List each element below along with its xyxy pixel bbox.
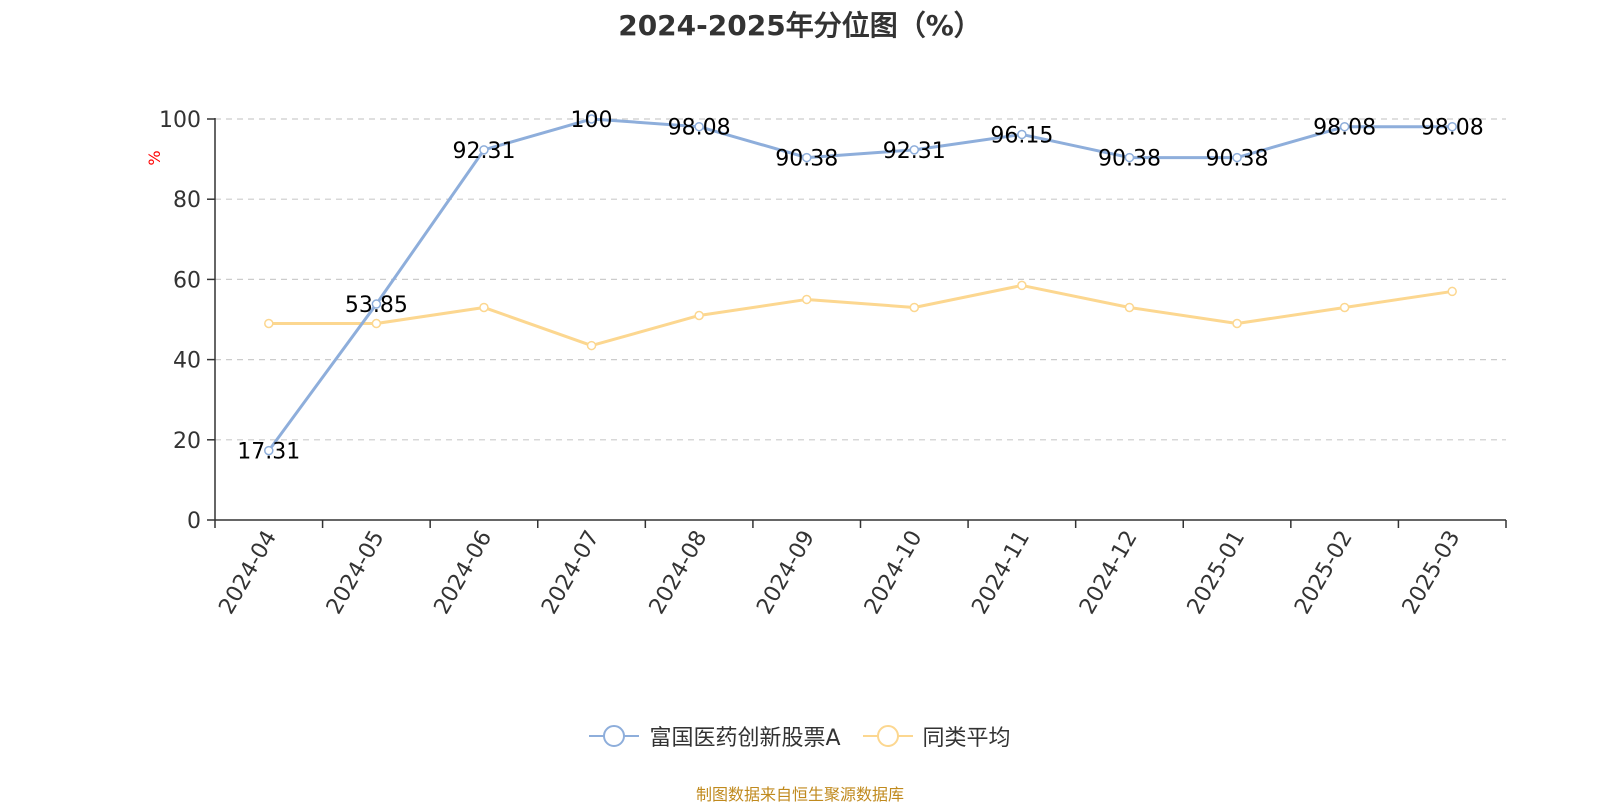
data-point-series-1: [1232, 152, 1242, 163]
x-tick-label: 2024-12: [1075, 527, 1143, 619]
data-point-series-1: [1017, 129, 1027, 140]
y-tick-label: 80: [173, 188, 201, 213]
data-point-series-1: [694, 121, 704, 132]
x-tick-label: 2024-11: [967, 527, 1035, 619]
data-label: 90.38: [1206, 147, 1269, 172]
x-tick-label: 2025-01: [1183, 527, 1251, 619]
legend-marker-series-1-icon: [589, 725, 640, 747]
x-tick-label: 2024-09: [752, 527, 820, 619]
x-tick-label: 2024-08: [645, 527, 713, 619]
data-point-series-2: [479, 302, 489, 313]
data-point-series-1: [801, 152, 812, 163]
data-point-series-1: [479, 145, 489, 155]
data-point-series-2: [586, 340, 597, 351]
y-tick-label: 40: [173, 349, 201, 374]
data-point-series-2: [1017, 280, 1027, 291]
data-point-series-2: [909, 302, 920, 313]
legend-label-series-2: 同类平均: [922, 726, 1011, 751]
data-point-series-2: [1447, 286, 1457, 297]
data-point-series-1: [909, 145, 920, 155]
y-tick-label: 100: [159, 108, 201, 133]
data-label: 98.08: [1313, 116, 1376, 141]
data-point-series-2: [1124, 302, 1135, 313]
data-point-series-2: [694, 310, 704, 321]
x-tick-label: 2025-02: [1290, 527, 1358, 619]
data-point-series-2: [1232, 318, 1242, 329]
data-point-series-1: [586, 114, 597, 124]
legend-item-series-1[interactable]: 富国医药创新股票A: [589, 720, 841, 752]
data-point-series-2: [801, 294, 812, 305]
source-note: 制图数据来自恒生聚源数据库: [695, 785, 904, 804]
x-tick-label: 2024-07: [537, 527, 605, 619]
data-point-series-1: [371, 299, 382, 309]
data-label: 100: [571, 108, 613, 133]
data-point-series-2: [371, 318, 382, 329]
chart-title: 2024-2025年分位图（%）: [618, 9, 982, 42]
data-label: 90.38: [775, 147, 838, 172]
data-point-series-1: [1124, 152, 1135, 163]
data-label: 53.85: [345, 293, 408, 318]
data-point-series-2: [264, 318, 274, 329]
data-label: 92.31: [452, 139, 515, 164]
data-label: 96.15: [990, 123, 1053, 148]
series-line-1: [267, 117, 1453, 452]
x-tick-label: 2024-04: [214, 527, 282, 619]
data-label: 98.08: [1421, 116, 1484, 141]
y-tick-label: 20: [173, 429, 201, 454]
data-point-series-1: [1339, 121, 1350, 132]
series-line-2: [268, 283, 1453, 348]
y-axis-label: %: [145, 150, 164, 165]
data-label: 17.31: [237, 440, 300, 465]
data-point-series-1: [1447, 121, 1457, 132]
data-point-series-1: [264, 445, 274, 456]
y-tick-label: 60: [173, 268, 201, 293]
x-tick-label: 2024-10: [860, 527, 928, 619]
legend-item-series-2[interactable]: 同类平均: [862, 720, 1011, 752]
x-tick-label: 2024-05: [322, 527, 390, 619]
legend: 富国医药创新股票A 同类平均: [0, 720, 1600, 752]
y-tick-label: 0: [187, 509, 201, 534]
legend-marker-series-2-icon: [862, 725, 913, 747]
data-label: 98.08: [668, 116, 731, 141]
x-tick-label: 2025-03: [1398, 527, 1466, 619]
data-label: 90.38: [1098, 147, 1161, 172]
legend-label-series-1: 富国医药创新股票A: [649, 726, 841, 751]
data-point-series-2: [1339, 302, 1350, 313]
data-label: 92.31: [883, 139, 946, 164]
x-tick-label: 2024-06: [430, 527, 498, 619]
